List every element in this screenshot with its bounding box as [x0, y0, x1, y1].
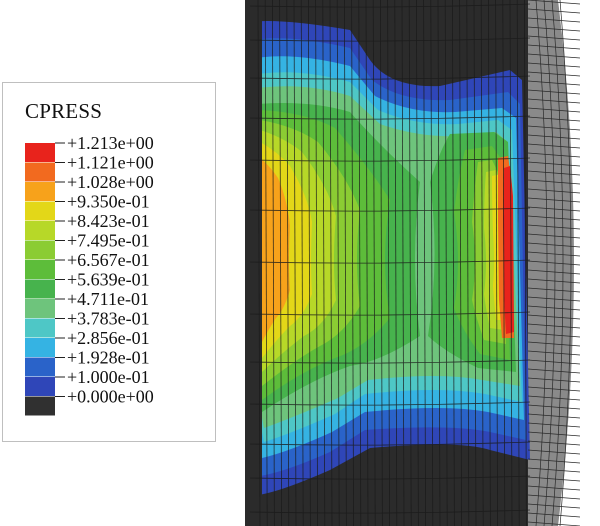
- band-lime: [262, 130, 504, 372]
- legend-label: +4.711e-01: [67, 289, 149, 309]
- band-orange-left: [262, 158, 290, 342]
- legend-scale: +1.213e+00+1.121e+00+1.028e+00+9.350e-01…: [25, 133, 154, 416]
- legend-swatch: [25, 357, 55, 377]
- legend-label: +3.783e-01: [67, 309, 150, 329]
- legend-label: +1.028e+00: [67, 172, 154, 192]
- legend-swatch: [25, 338, 55, 357]
- legend-swatch: [25, 396, 55, 416]
- mesh-overlay: [249, 0, 531, 526]
- legend-label: +6.567e-01: [67, 250, 150, 270]
- contact-patch: [262, 21, 530, 495]
- legend-swatch: [25, 162, 55, 182]
- legend-label: +5.639e-01: [67, 270, 150, 290]
- legend-label: +0.000e+00: [67, 387, 154, 407]
- color-legend: CPRESS +1.213e+00 +1.121e+00 +1.028e+00 +9.…: [2, 82, 216, 442]
- legend-swatch: [25, 221, 55, 240]
- band-red-right: [503, 166, 514, 334]
- legend-swatch: [25, 377, 55, 396]
- legend-label: +2.856e-01: [67, 328, 150, 348]
- legend-swatch: [25, 299, 55, 318]
- legend-label: +8.423e-01: [67, 211, 150, 231]
- legend-title: CPRESS: [25, 99, 103, 123]
- legend-label: +9.350e-01: [67, 192, 150, 212]
- legend-label: +1.000e-01: [67, 367, 150, 387]
- contact-pressure-contour-plot: [245, 0, 581, 526]
- legend-swatch: [25, 201, 55, 221]
- legend-swatch: [25, 182, 55, 201]
- legend-label: +1.213e+00: [67, 133, 154, 153]
- legend-label: +1.121e+00: [67, 153, 154, 173]
- legend-swatch: [25, 143, 55, 162]
- legend-swatch: [25, 240, 55, 260]
- legend-swatch: [25, 260, 55, 279]
- legend-label: +1.928e-01: [67, 348, 150, 368]
- legend-swatch: [25, 318, 55, 338]
- rim-mesh-overlay: [527, 0, 581, 526]
- legend-swatch: [25, 279, 55, 299]
- legend-label: +7.495e-01: [67, 231, 150, 251]
